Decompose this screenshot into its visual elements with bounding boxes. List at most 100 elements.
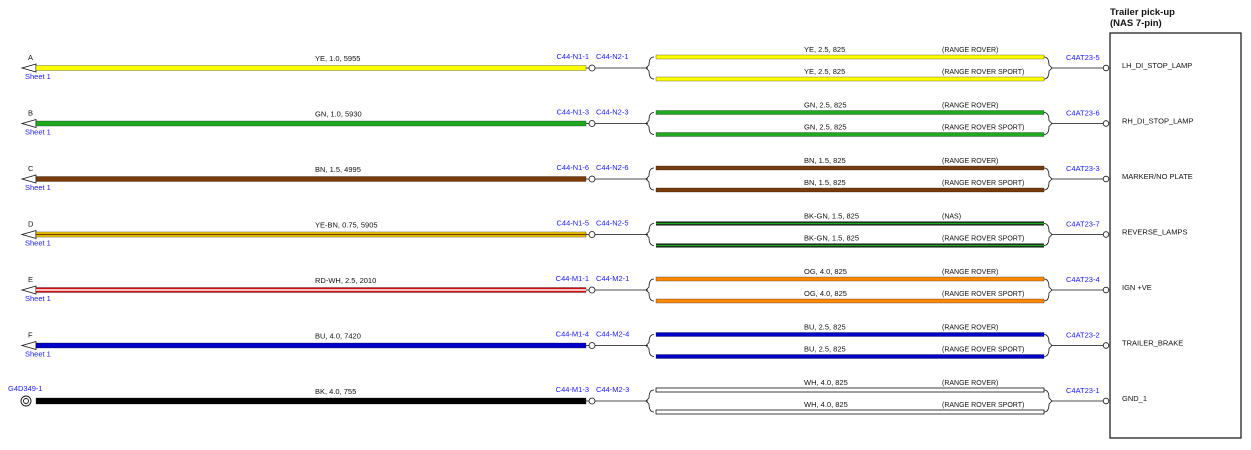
branch-top-label: BN, 1.5, 825	[804, 156, 846, 165]
split-bracket	[645, 389, 655, 413]
circuit-letter: D	[28, 220, 34, 229]
pin-function-label: IGN +VE	[1122, 283, 1152, 292]
connector-right-label: C44-N2-5	[596, 219, 629, 228]
connector-left-label: C44-N1-3	[556, 108, 589, 117]
main-wire-label: YE, 1.0, 5955	[315, 54, 360, 63]
branch-top-note: (RANGE ROVER)	[942, 103, 998, 110]
branch-wire-top	[655, 54, 1045, 60]
connector-left-label: C44-M1-4	[556, 330, 589, 339]
sheet-arrow-icon	[20, 340, 37, 351]
sheet-link: Sheet 1	[25, 350, 51, 359]
connector-left-label: C44-N1-5	[556, 219, 589, 228]
inline-connector-icon	[588, 397, 596, 405]
branch-top-note: (RANGE ROVER)	[942, 269, 998, 276]
main-wire	[35, 342, 587, 349]
branch-top-label: GN, 2.5, 825	[804, 101, 847, 110]
circuit-rows: A Sheet 1 YE, 1.0, 5955 C44-N1-1 C44-N2-1 YE,…	[8, 45, 1194, 415]
split-bracket	[645, 334, 655, 357]
main-wire-label: GN, 1.0, 5930	[315, 110, 362, 119]
ground-label: G4D349-1	[8, 384, 43, 393]
circuit-row: A Sheet 1 YE, 1.0, 5955 C44-N1-1 C44-N2-1 YE,…	[20, 45, 1192, 82]
branch-top-label: BK-GN, 1.5, 825	[804, 212, 859, 221]
branch-top-label: OG, 4.0, 825	[804, 267, 847, 276]
circuit-row: G4D349-1 BK, 4.0, 755 C44-M1-3 C44-M2-3 WH, …	[8, 378, 1147, 415]
sheet-arrow-icon	[20, 285, 37, 295]
sheet-arrow-icon	[20, 63, 37, 73]
branch-bottom-note: (RANGE ROVER SPORT)	[942, 347, 1024, 354]
branch-bottom-note: (RANGE ROVER SPORT)	[942, 125, 1024, 132]
branch-bottom-note: (RANGE ROVER SPORT)	[942, 402, 1024, 409]
branch-bottom-label: BK-GN, 1.5, 825	[804, 234, 859, 243]
split-bracket	[645, 56, 655, 80]
branch-bottom-label: GN, 2.5, 825	[804, 123, 847, 132]
pin-function-label: TRAILER_BRAKE	[1122, 339, 1183, 348]
connector-right-label: C44-M2-3	[596, 385, 629, 394]
join-bracket	[1043, 56, 1053, 80]
inline-connector-icon	[588, 231, 596, 238]
ground-terminal-inner	[23, 398, 29, 404]
circuit-row: E Sheet 1 RD-WH, 2.5, 2010 C44-M1-1 C44-M2-1…	[20, 267, 1152, 304]
connector-left-label: C44-M1-1	[556, 274, 589, 283]
pin-label: C4AT23-5	[1066, 53, 1100, 62]
branch-wire-bottom	[655, 76, 1045, 82]
pin-terminal-icon	[1102, 397, 1110, 405]
main-wire-label: RD-WH, 2.5, 2010	[315, 276, 376, 285]
branch-wire-bottom	[655, 354, 1045, 359]
pin-label: C4AT23-7	[1066, 220, 1100, 229]
pin-function-label: GND_1	[1122, 394, 1147, 403]
branch-top-label: YE, 2.5, 825	[804, 45, 845, 54]
pin-function-label: LH_DI_STOP_LAMP	[1122, 61, 1192, 70]
main-wire	[35, 120, 587, 127]
circuit-letter: A	[28, 53, 33, 62]
sheet-link: Sheet 1	[25, 128, 51, 137]
pin-terminal-icon	[1102, 286, 1110, 294]
branch-top-note: (NAS)	[942, 214, 961, 221]
inline-connector-icon	[588, 286, 596, 294]
sheet-arrow-icon	[20, 118, 37, 129]
pin-label: C4AT23-6	[1066, 109, 1100, 118]
branch-bottom-label: BN, 1.5, 825	[804, 178, 846, 187]
main-wire	[35, 176, 587, 182]
main-wire-label: BU, 4.0, 7420	[315, 332, 361, 341]
pin-function-label: REVERSE_LAMPS	[1122, 228, 1187, 237]
inline-connector-icon	[588, 64, 596, 72]
sheet-link: Sheet 1	[25, 72, 51, 81]
connector-title: Trailer pick-up	[1110, 7, 1175, 18]
join-bracket	[1043, 389, 1053, 413]
connector-right-label: C44-N2-3	[596, 108, 629, 117]
circuit-row: C Sheet 1 BN, 1.5, 4995 C44-N1-6 C44-N2-6 BN,…	[20, 156, 1193, 193]
split-bracket	[645, 112, 655, 135]
sheet-link: Sheet 1	[25, 183, 51, 192]
circuit-row: D Sheet 1 YE-BN, 0.75, 5905 C44-N1-5 C44-N2-…	[20, 212, 1187, 248]
connector-left-label: C44-N1-6	[556, 163, 589, 172]
pin-terminal-icon	[1102, 231, 1110, 238]
connector-box	[1109, 32, 1242, 439]
pin-label: C4AT23-3	[1066, 164, 1100, 173]
branch-wire-top	[655, 387, 1045, 393]
branch-bottom-label: BU, 2.5, 825	[804, 345, 846, 354]
branch-bottom-note: (RANGE ROVER SPORT)	[942, 69, 1024, 76]
pin-terminal-icon	[1102, 64, 1110, 72]
branch-wire-bottom	[655, 132, 1045, 137]
join-bracket	[1043, 223, 1053, 246]
branch-top-label: WH, 4.0, 825	[804, 378, 848, 387]
pin-label: C4AT23-4	[1066, 275, 1100, 284]
branch-bottom-note: (RANGE ROVER SPORT)	[942, 180, 1024, 187]
branch-top-label: BU, 2.5, 825	[804, 323, 846, 332]
main-wire	[35, 65, 587, 71]
inline-connector-icon	[588, 342, 596, 349]
circuit-letter: E	[28, 275, 33, 284]
branch-bottom-label: OG, 4.0, 825	[804, 289, 847, 298]
ground-terminal-icon	[20, 395, 32, 407]
connector-right-label: C44-M2-4	[596, 330, 629, 339]
connector-subtitle: (NAS 7-pin)	[1110, 18, 1162, 29]
branch-top-note: (RANGE ROVER)	[942, 325, 998, 332]
branch-wire-top	[655, 332, 1045, 337]
main-wire-label: YE-BN, 0.75, 5905	[315, 221, 378, 230]
sheet-link: Sheet 1	[25, 294, 51, 303]
main-wire-label: BN, 1.5, 4995	[315, 165, 361, 174]
split-bracket	[645, 167, 655, 191]
connector-right-label: C44-N2-1	[596, 52, 629, 61]
branch-wire-bottom	[655, 298, 1045, 304]
